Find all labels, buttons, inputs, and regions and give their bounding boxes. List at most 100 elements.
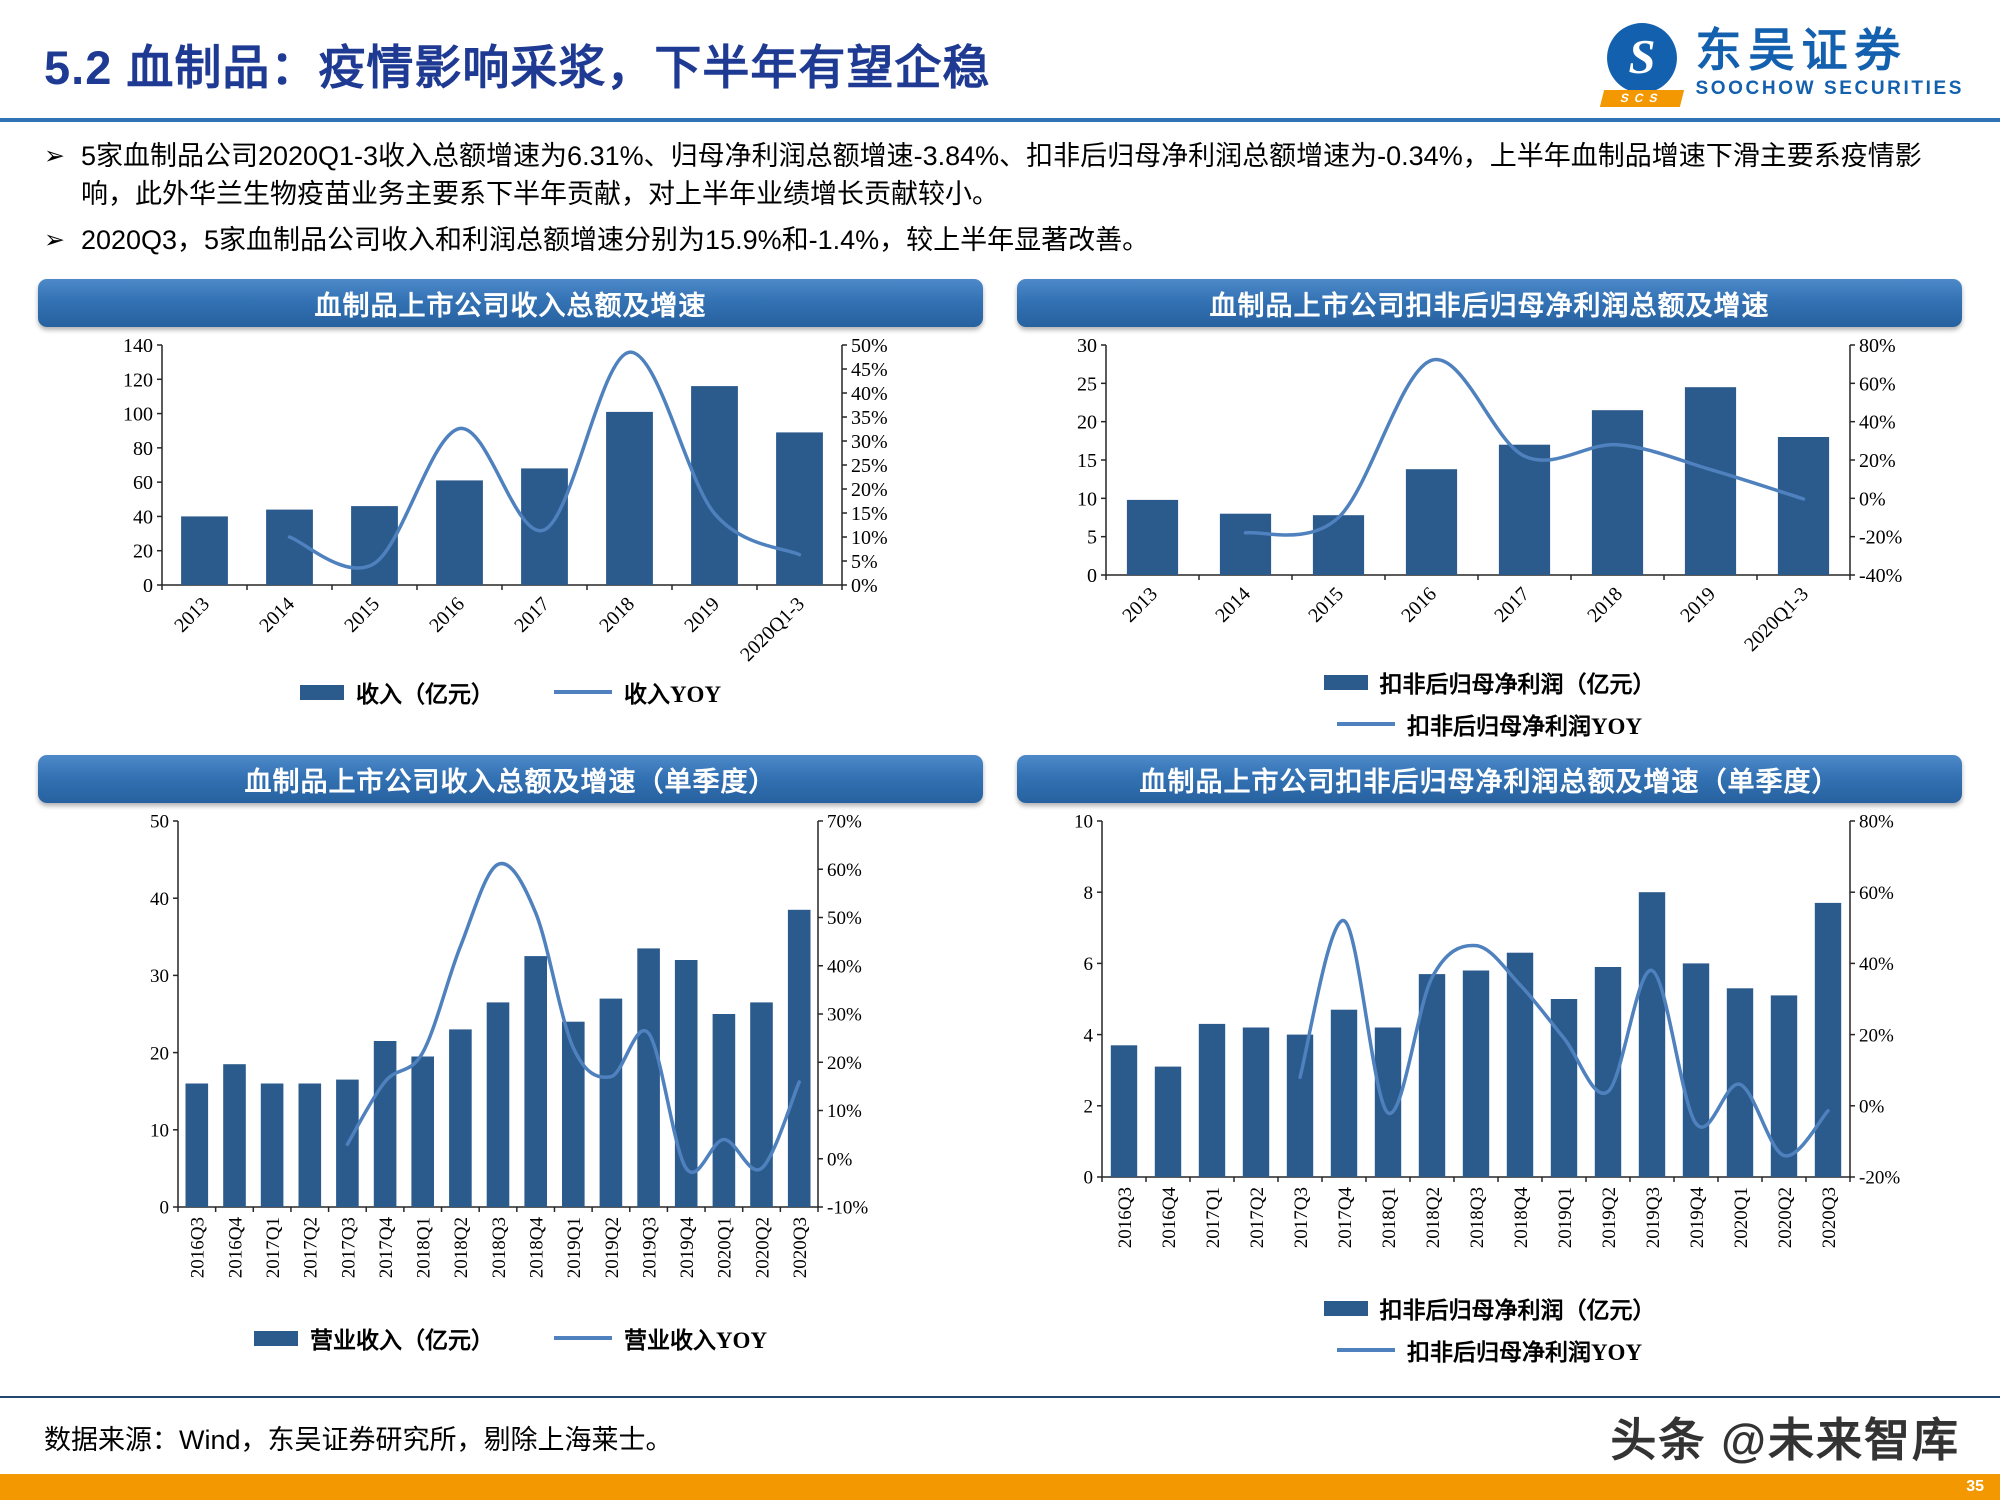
svg-text:-20%: -20% <box>1859 1168 1900 1189</box>
chart-legend: 扣非后归母净利润（亿元） 扣非后归母净利润YOY <box>1323 665 1656 741</box>
svg-text:2018Q1: 2018Q1 <box>1378 1187 1399 1248</box>
svg-text:2019: 2019 <box>680 593 724 637</box>
svg-text:2018Q4: 2018Q4 <box>1510 1187 1531 1249</box>
logo-text-cn: 东吴证券 <box>1695 23 1908 76</box>
svg-text:60%: 60% <box>827 860 862 881</box>
svg-text:20%: 20% <box>1859 450 1896 472</box>
chart-card-profit-annual: 血制品上市公司扣非后归母净利润总额及增速 0 5 10 15 20 25 30 -40% -20… <box>1017 279 1962 741</box>
logo-badge: SCS <box>1599 89 1684 107</box>
svg-text:100: 100 <box>123 404 153 426</box>
svg-text:2014: 2014 <box>1211 583 1255 627</box>
chart-card-revenue-annual: 血制品上市公司收入总额及增速 0 20 40 60 80 100 120 140 0% 5% 10%… <box>38 279 983 709</box>
svg-text:20%: 20% <box>827 1053 862 1074</box>
legend-item: 收入（亿元） <box>299 675 494 709</box>
svg-text:20: 20 <box>133 541 153 563</box>
svg-text:2013: 2013 <box>1118 583 1162 627</box>
legend-label: 扣非后归母净利润（亿元） <box>1379 1298 1656 1324</box>
chart-card-profit-quarterly: 血制品上市公司扣非后归母净利润总额及增速（单季度） 0 2 4 6 8 10 -20% 0% 2… <box>1017 755 1962 1367</box>
svg-text:15%: 15% <box>851 503 888 525</box>
svg-text:120: 120 <box>123 370 153 392</box>
svg-text:80%: 80% <box>1859 812 1894 833</box>
svg-text:2017Q3: 2017Q3 <box>1290 1187 1311 1248</box>
line-swatch-icon <box>553 690 612 695</box>
legend-label: 收入（亿元） <box>355 682 494 708</box>
legend-item: 扣非后归母净利润（亿元） <box>1323 665 1656 699</box>
svg-text:30%: 30% <box>827 1005 862 1026</box>
svg-text:25%: 25% <box>851 455 888 477</box>
profit-annual-chart: 0 5 10 15 20 25 30 -40% -20% 0% 20% 40% 60% 80% 2013 20… <box>1077 335 1902 656</box>
svg-text:50: 50 <box>150 812 169 833</box>
header: 5.2 血制品：疫情影响采浆，下半年有望企稳 S SCS 东吴证券 SOOCHO… <box>0 0 2000 118</box>
svg-text:25: 25 <box>1077 374 1097 396</box>
svg-text:0%: 0% <box>827 1150 853 1171</box>
svg-text:45%: 45% <box>851 359 888 381</box>
svg-text:2: 2 <box>1083 1097 1093 1118</box>
svg-text:2018Q2: 2018Q2 <box>1422 1187 1443 1248</box>
svg-text:50%: 50% <box>851 335 888 357</box>
svg-text:60%: 60% <box>1859 374 1896 396</box>
svg-text:2016Q3: 2016Q3 <box>187 1217 208 1278</box>
svg-text:30: 30 <box>1077 335 1097 357</box>
svg-text:2019Q2: 2019Q2 <box>1598 1187 1619 1248</box>
svg-text:2016Q4: 2016Q4 <box>225 1217 246 1279</box>
logo-mark: S SCS <box>1599 20 1684 107</box>
svg-text:15: 15 <box>1077 450 1097 472</box>
chart-title: 血制品上市公司扣非后归母净利润总额及增速 <box>1017 279 1962 328</box>
legend-item: 营业收入YOY <box>553 1321 768 1355</box>
svg-text:2018: 2018 <box>1583 583 1627 627</box>
svg-text:2020Q1: 2020Q1 <box>714 1217 735 1278</box>
svg-text:40%: 40% <box>827 957 862 978</box>
svg-text:35%: 35% <box>851 407 888 429</box>
svg-text:0: 0 <box>159 1198 169 1219</box>
legend-item: 扣非后归母净利润YOY <box>1336 1333 1643 1367</box>
svg-text:0%: 0% <box>1859 489 1886 511</box>
line-swatch-icon <box>1336 1348 1395 1353</box>
svg-text:2019Q3: 2019Q3 <box>1642 1187 1663 1248</box>
legend-item: 扣非后归母净利润（亿元） <box>1323 1291 1656 1325</box>
logo-text: 东吴证券 SOOCHOW SECURITIES <box>1696 26 1964 100</box>
legend-label: 营业收入YOY <box>623 1328 768 1354</box>
logo: S SCS 东吴证券 SOOCHOW SECURITIES <box>1599 20 1964 107</box>
chart-legend: 扣非后归母净利润（亿元） 扣非后归母净利润YOY <box>1323 1291 1656 1367</box>
legend-label: 营业收入（亿元） <box>309 1328 494 1354</box>
svg-text:2020Q1: 2020Q1 <box>1730 1187 1751 1248</box>
legend-label: 扣非后归母净利润YOY <box>1406 714 1643 740</box>
chart-title: 血制品上市公司扣非后归母净利润总额及增速（单季度） <box>1017 755 1962 804</box>
revenue-quarterly-chart: 0 10 20 30 40 50 -10% 0% 10% 20% 30% 40% 50% 60% 70% 20… <box>150 812 868 1279</box>
svg-text:2013: 2013 <box>170 593 214 637</box>
revenue-annual-chart: 0 20 40 60 80 100 120 140 0%5%10%15%20%25%30%35%… <box>123 335 888 666</box>
svg-text:0%: 0% <box>1859 1097 1885 1118</box>
bullet-item: ➢ 2020Q3，5家血制品公司收入和利润总额增速分别为15.9%和-1.4%，… <box>44 222 1944 260</box>
svg-text:2020Q3: 2020Q3 <box>790 1217 811 1278</box>
svg-text:20%: 20% <box>851 479 888 501</box>
bar-swatch-icon <box>1323 1300 1368 1316</box>
legend-item: 营业收入（亿元） <box>253 1321 494 1355</box>
svg-text:80%: 80% <box>1859 335 1896 357</box>
svg-text:20: 20 <box>150 1044 169 1065</box>
svg-text:2019Q1: 2019Q1 <box>1554 1187 1575 1248</box>
svg-text:2019Q4: 2019Q4 <box>677 1217 698 1279</box>
soochow-swirl-icon: S <box>1606 22 1677 93</box>
bar-swatch-icon <box>1323 674 1368 690</box>
svg-text:40%: 40% <box>851 383 888 405</box>
svg-text:5%: 5% <box>851 551 878 573</box>
profit-quarterly-chart: 0 2 4 6 8 10 -20% 0% 20% 40% 60% 80% 2016Q3 2016Q4 201… <box>1074 812 1900 1249</box>
svg-text:2018Q2: 2018Q2 <box>451 1217 472 1278</box>
svg-text:30: 30 <box>150 966 169 987</box>
svg-text:2015: 2015 <box>340 593 384 637</box>
svg-text:2018Q3: 2018Q3 <box>1466 1187 1487 1248</box>
svg-text:2016Q4: 2016Q4 <box>1158 1187 1179 1249</box>
chart-legend: 营业收入（亿元） 营业收入YOY <box>253 1321 768 1355</box>
bullet-marker-icon: ➢ <box>44 142 65 170</box>
svg-text:-40%: -40% <box>1859 565 1902 587</box>
svg-text:2020Q3: 2020Q3 <box>1818 1187 1839 1248</box>
page-number: 35 <box>1966 1478 1984 1495</box>
legend-label: 扣非后归母净利润YOY <box>1406 1340 1643 1366</box>
summary-bullets: ➢ 5家血制品公司2020Q1-3收入总额增速为6.31%、归母净利润总额增速-… <box>0 122 2000 271</box>
svg-text:10%: 10% <box>827 1102 862 1123</box>
svg-text:10: 10 <box>1077 489 1097 511</box>
svg-text:140: 140 <box>123 335 153 357</box>
svg-text:2016: 2016 <box>1397 583 1441 627</box>
svg-text:40%: 40% <box>1859 412 1896 434</box>
